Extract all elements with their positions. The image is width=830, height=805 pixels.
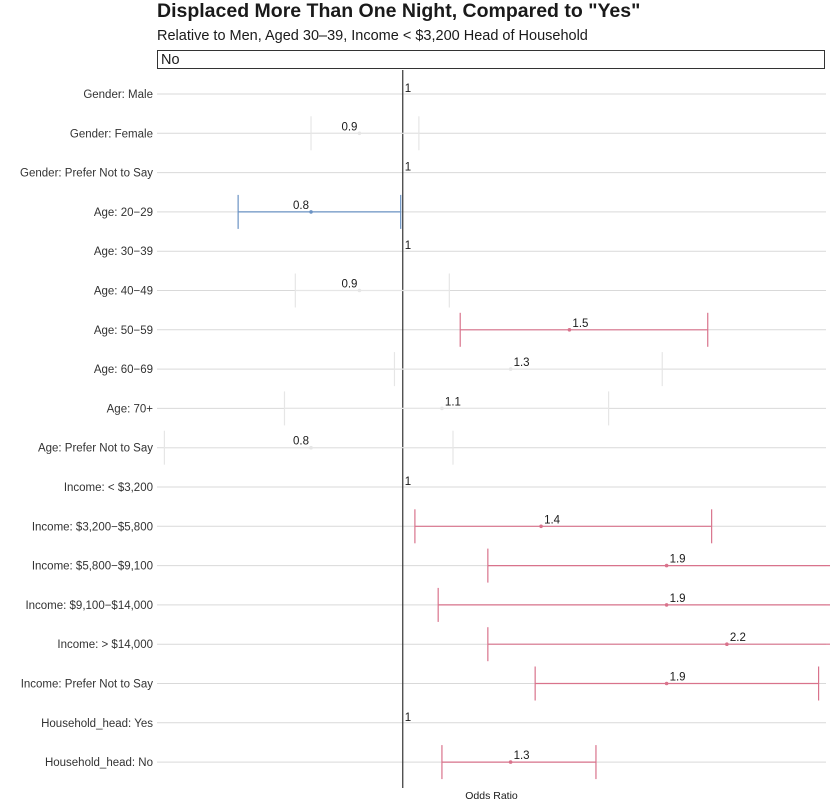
value-label: 1 [405, 712, 411, 724]
y-tick-label: Age: 30−39 [94, 246, 153, 258]
plot-marks: 1 0.9 1 0.8 1 0.9 1.5 1.3 1.1 0.8 1 1.4 1.9 1.9 2.2 1.9… [163, 83, 830, 780]
value-label: 1.9 [670, 554, 686, 566]
value-label: 2.2 [730, 632, 746, 644]
y-tick-label: Income: > $14,000 [57, 639, 153, 651]
chart-subtitle: Relative to Men, Aged 30–39, Income < $3… [157, 28, 588, 44]
y-tick-label: Household_head: No [45, 757, 153, 769]
y-tick-label: Gender: Female [70, 128, 153, 140]
value-label: 1.1 [445, 396, 461, 408]
value-label: 1 [405, 240, 411, 252]
point-estimate [357, 131, 362, 136]
y-tick-label: Income: $5,800−$9,100 [32, 561, 153, 573]
y-tick-label: Income: Prefer Not to Say [21, 679, 154, 691]
point-estimate [664, 603, 669, 607]
point-estimate [357, 288, 362, 293]
y-tick-label: Age: 40−49 [94, 286, 153, 298]
x-axis-label: Odds Ratio [465, 790, 518, 802]
value-label: 1.3 [514, 750, 530, 762]
y-tick-label: Age: 70+ [107, 403, 154, 415]
gridlines [157, 93, 826, 763]
y-tick-label: Age: Prefer Not to Say [38, 443, 153, 455]
value-label: 1 [405, 83, 411, 95]
y-axis-labels: Gender: Male Gender: Female Gender: Prefer… [20, 89, 153, 769]
point-estimate [309, 210, 313, 214]
y-tick-label: Income: $3,200−$5,800 [32, 521, 153, 533]
point-estimate [508, 760, 513, 764]
value-label: 1 [405, 476, 411, 488]
y-tick-label: Age: 60−69 [94, 364, 153, 376]
value-label: 1.4 [544, 514, 561, 526]
point-estimate [664, 681, 669, 686]
facet-label: No [161, 52, 180, 68]
value-label: 0.9 [341, 121, 357, 133]
y-tick-label: Gender: Male [83, 89, 153, 101]
y-tick-label: Household_head: Yes [41, 718, 153, 730]
point-estimate [309, 445, 313, 450]
value-label: 1.5 [572, 318, 588, 330]
value-label: 1.3 [514, 357, 530, 369]
point-estimate [508, 367, 513, 371]
y-tick-label: Gender: Prefer Not to Say [20, 168, 153, 180]
point-estimate [725, 642, 729, 646]
value-label: 1.9 [670, 672, 686, 684]
value-label: 1 [405, 162, 411, 174]
point-estimate [440, 406, 444, 411]
facet-strip: No [157, 50, 825, 69]
value-label: 0.8 [293, 200, 309, 212]
point-estimate [567, 328, 572, 332]
y-tick-label: Income: $9,100−$14,000 [25, 600, 153, 612]
value-label: 1.9 [670, 593, 686, 605]
value-label: 0.9 [341, 279, 357, 291]
point-estimate [664, 563, 669, 568]
chart-title: Displaced More Than One Night, Compared … [157, 0, 641, 22]
y-tick-label: Age: 50−59 [94, 325, 153, 337]
y-tick-label: Income: < $3,200 [64, 482, 153, 494]
y-tick-label: Age: 20−29 [94, 207, 153, 219]
value-label: 0.8 [293, 436, 309, 448]
point-estimate [539, 524, 543, 529]
